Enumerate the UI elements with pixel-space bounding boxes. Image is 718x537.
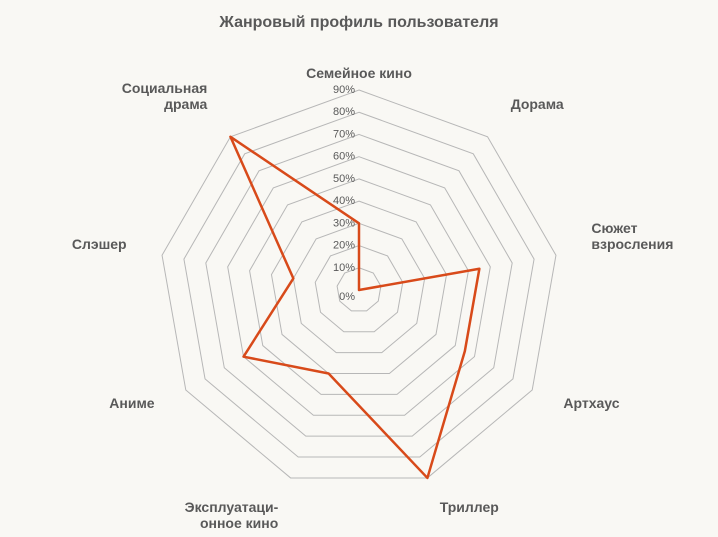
axis-label: Семейное кино <box>306 65 412 81</box>
tick-label: 0% <box>339 291 355 303</box>
tick-label: 50% <box>333 173 355 185</box>
axis-label: Сюжетвзросления <box>591 220 673 252</box>
tick-label: 10% <box>333 262 355 274</box>
tick-label: 60% <box>333 151 355 163</box>
axis-label: Артхаус <box>563 395 619 411</box>
axis-label: Социальнаядрама <box>122 80 208 112</box>
axis-label: Триллер <box>440 499 499 515</box>
data-series <box>230 137 479 478</box>
axis-label: Дорама <box>511 96 564 112</box>
axis-label: Эксплуатаци-онное кино <box>185 499 279 531</box>
radar-svg: 0%10%20%30%40%50%60%70%80%90%Семейное ки… <box>0 0 718 537</box>
tick-label: 90% <box>333 84 355 96</box>
chart-title: Жанровый профиль пользователя <box>0 14 718 32</box>
radar-chart: Жанровый профиль пользователя 0%10%20%30… <box>0 0 718 537</box>
axis-label: Слэшер <box>72 236 127 252</box>
tick-label: 20% <box>333 240 355 252</box>
tick-label: 80% <box>333 106 355 118</box>
tick-label: 40% <box>333 195 355 207</box>
axis-label: Аниме <box>109 395 155 411</box>
tick-label: 70% <box>333 128 355 140</box>
